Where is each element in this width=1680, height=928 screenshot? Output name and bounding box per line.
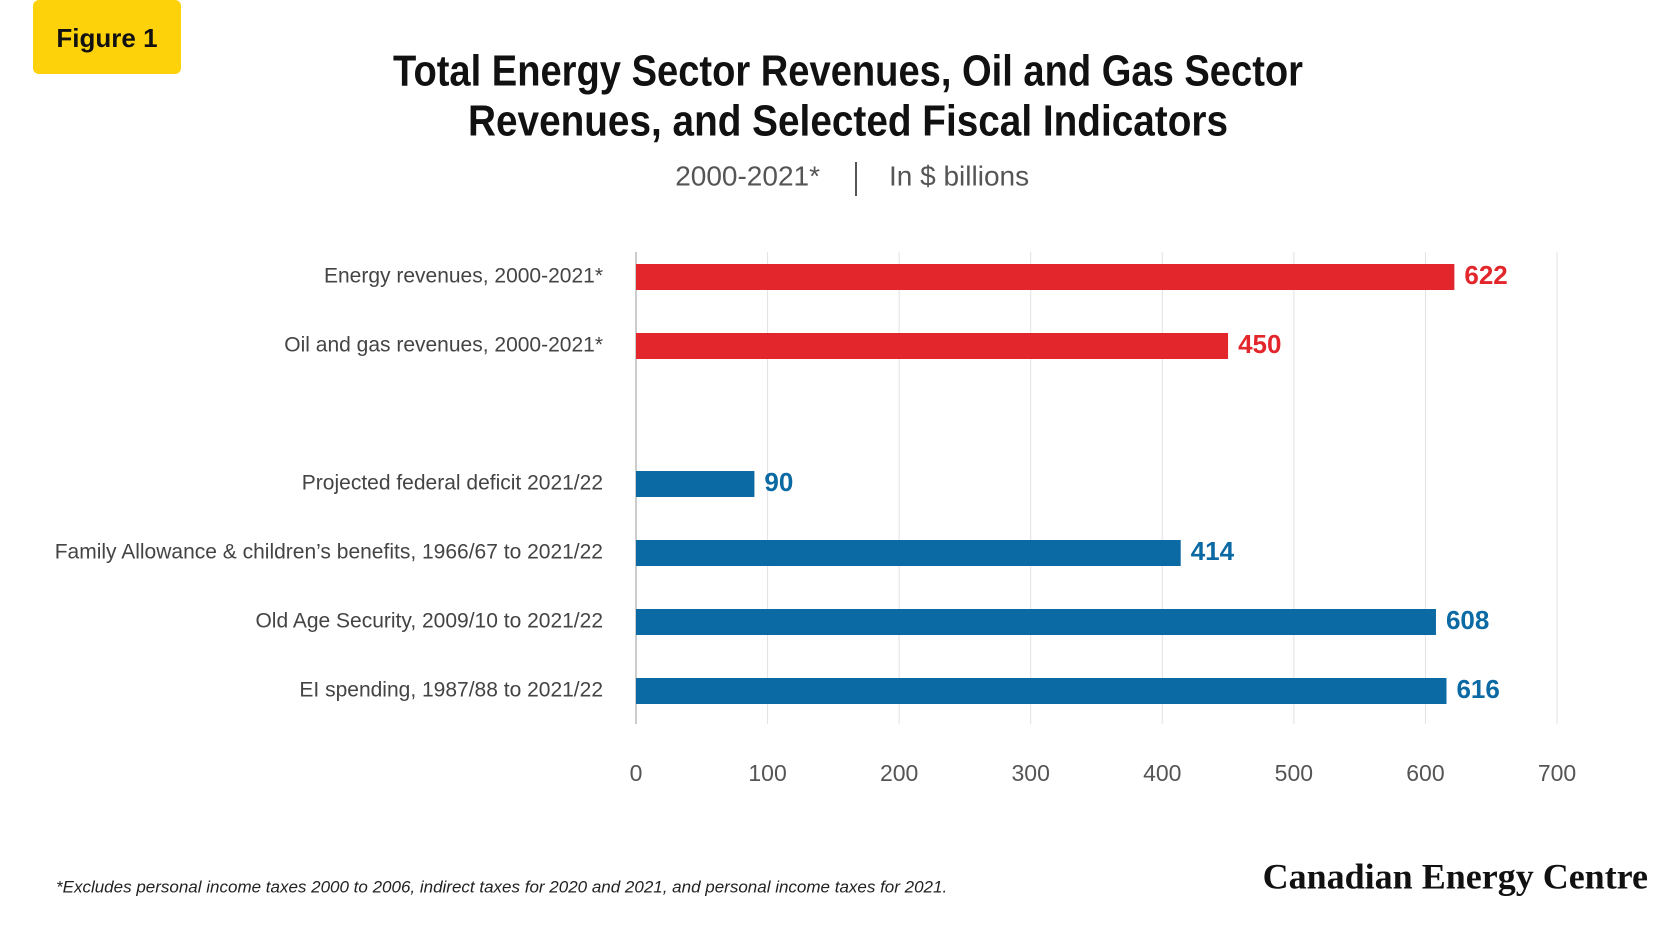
value-label: 450 bbox=[1238, 329, 1281, 359]
x-tick-label: 700 bbox=[1538, 760, 1576, 786]
bar bbox=[636, 609, 1436, 635]
figure-badge bbox=[33, 0, 181, 74]
value-label: 616 bbox=[1456, 674, 1499, 704]
x-tick-label: 600 bbox=[1406, 760, 1444, 786]
y-tick-label: Family Allowance & children’s benefits, … bbox=[55, 541, 603, 564]
y-tick-label: Projected federal deficit 2021/22 bbox=[302, 472, 603, 495]
value-label: 414 bbox=[1191, 536, 1235, 566]
y-tick-label: Oil and gas revenues, 2000-2021* bbox=[284, 334, 603, 357]
value-label: 608 bbox=[1446, 605, 1489, 635]
y-tick-label: Energy revenues, 2000-2021* bbox=[324, 265, 603, 288]
value-label: 90 bbox=[764, 467, 793, 497]
bar bbox=[636, 678, 1447, 704]
chart-subtitle: 2000-2021* bbox=[675, 160, 820, 191]
x-tick-label: 200 bbox=[880, 760, 918, 786]
x-tick-label: 400 bbox=[1143, 760, 1181, 786]
bar bbox=[636, 540, 1181, 566]
figure-label: Figure 1 bbox=[56, 23, 157, 53]
x-tick-label: 0 bbox=[630, 760, 643, 786]
x-tick-label: 300 bbox=[1012, 760, 1050, 786]
chart-subtitle: In $ billions bbox=[889, 160, 1029, 191]
footnote: *Excludes personal income taxes 2000 to … bbox=[56, 877, 947, 896]
x-tick-label: 500 bbox=[1275, 760, 1313, 786]
bar bbox=[636, 471, 755, 497]
value-label: 622 bbox=[1464, 260, 1507, 290]
bar bbox=[636, 333, 1229, 359]
y-tick-label: Old Age Security, 2009/10 to 2021/22 bbox=[255, 610, 603, 633]
bar bbox=[636, 264, 1455, 290]
chart-title: Total Energy Sector Revenues, Oil and Ga… bbox=[393, 47, 1303, 96]
chart-title: Revenues, and Selected Fiscal Indicators bbox=[468, 97, 1228, 146]
x-tick-label: 100 bbox=[748, 760, 786, 786]
source: Canadian Energy Centre bbox=[1263, 856, 1648, 896]
y-tick-label: EI spending, 1987/88 to 2021/22 bbox=[299, 679, 603, 702]
